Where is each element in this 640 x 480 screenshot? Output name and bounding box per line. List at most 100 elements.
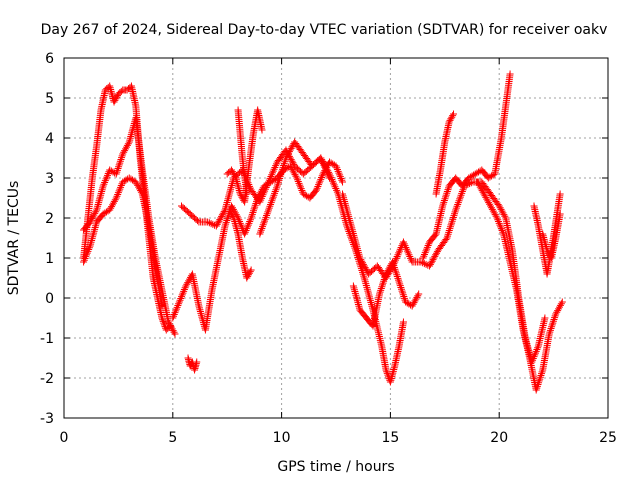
x-tick-label: 25: [599, 430, 617, 446]
data-point: [216, 216, 224, 224]
data-point: [172, 307, 180, 315]
data-point: [392, 267, 400, 275]
data-point: [547, 325, 555, 333]
data-point: [445, 184, 453, 192]
data-point: [287, 144, 295, 152]
data-point: [170, 312, 178, 320]
data-point: [245, 269, 253, 277]
data-point: [213, 220, 221, 228]
data-point: [548, 321, 556, 329]
data-point: [267, 173, 275, 181]
data-point: [335, 169, 343, 177]
data-point: [354, 299, 362, 307]
data-point: [544, 248, 552, 256]
data-point: [394, 274, 402, 282]
data-point: [220, 208, 228, 216]
data-point: [533, 382, 541, 390]
series-trace-m: [419, 70, 514, 262]
data-point: [227, 209, 235, 217]
data-point: [329, 177, 337, 185]
data-point: [440, 198, 448, 206]
y-tick-label: 6: [45, 51, 54, 67]
data-point: [427, 259, 435, 267]
data-point: [317, 154, 325, 162]
data-point: [229, 212, 237, 220]
data-point: [315, 181, 323, 189]
data-point: [237, 192, 245, 200]
data-point: [116, 159, 124, 167]
data-point: [113, 166, 121, 174]
data-point: [99, 182, 107, 190]
x-axis-title: GPS time / hours: [277, 459, 394, 475]
series-trace-q: [539, 210, 564, 262]
data-point: [414, 292, 422, 300]
data-point: [404, 249, 412, 257]
data-point: [397, 285, 405, 293]
data-point: [353, 295, 361, 303]
data-point: [214, 219, 222, 227]
data-point: [395, 276, 403, 284]
data-point: [289, 159, 297, 167]
data-point: [451, 208, 459, 216]
data-point: [259, 191, 267, 199]
data-point: [118, 152, 126, 160]
data-point: [312, 186, 320, 194]
data-point: [317, 175, 325, 183]
data-point: [405, 251, 413, 259]
data-point: [178, 293, 186, 301]
data-point: [90, 229, 98, 237]
data-point: [241, 228, 249, 236]
data-point: [103, 173, 111, 181]
data-point: [231, 172, 239, 180]
data-point: [226, 208, 234, 216]
data-point: [246, 216, 254, 224]
axis-ticks: 0 5 10 15 20 25 -3 -2 -1 0 1 2 3 4 5 6: [40, 51, 617, 446]
data-point: [556, 190, 564, 198]
data-point: [94, 200, 102, 208]
data-point: [82, 251, 90, 259]
data-point: [421, 249, 429, 257]
data-point: [533, 384, 541, 392]
data-point: [218, 212, 226, 220]
data-point: [551, 314, 559, 322]
data-point: [91, 224, 99, 232]
data-point: [296, 181, 304, 189]
data-point: [285, 148, 293, 156]
data-point: [257, 194, 265, 202]
data-point: [250, 207, 258, 215]
data-point: [393, 271, 401, 279]
data-point: [394, 251, 402, 259]
data-point: [358, 257, 366, 265]
data-point: [241, 230, 249, 238]
data-point: [396, 245, 404, 253]
data-point: [292, 172, 300, 180]
data-point: [128, 129, 136, 137]
data-point: [432, 251, 440, 259]
data-point: [92, 208, 100, 216]
data-point: [450, 110, 458, 118]
data-point: [442, 193, 450, 201]
data-point: [296, 183, 304, 191]
data-point: [450, 212, 458, 220]
data-point: [467, 179, 475, 187]
data-point: [381, 272, 389, 280]
data-point: [252, 199, 260, 207]
data-point: [112, 170, 120, 178]
data-point: [172, 305, 180, 313]
y-tick-label: -3: [40, 411, 54, 427]
data-point: [499, 228, 507, 236]
data-point: [339, 178, 347, 186]
x-tick-label: 20: [490, 430, 508, 446]
data-point: [351, 288, 359, 296]
data-point: [248, 210, 256, 218]
data-point: [501, 212, 509, 220]
data-point: [101, 178, 109, 186]
data-point: [364, 289, 372, 297]
data-point: [333, 164, 341, 172]
data-point: [337, 174, 345, 182]
data-point: [160, 319, 168, 327]
data-point: [363, 283, 371, 291]
data-point: [270, 165, 278, 173]
data-point: [113, 93, 121, 101]
series-trace-i: [225, 206, 255, 282]
